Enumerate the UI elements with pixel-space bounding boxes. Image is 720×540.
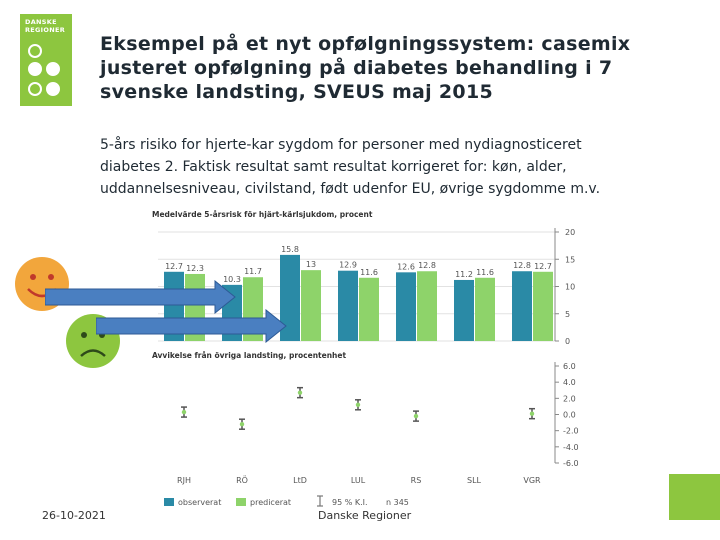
bar-value-label: 12.7 bbox=[534, 262, 552, 271]
deviation-y-tick-label: 0.0 bbox=[563, 411, 576, 420]
footer-date: 26-10-2021 bbox=[42, 509, 106, 522]
bar-value-label: 12.3 bbox=[186, 264, 204, 273]
bar-predicted-SLL bbox=[475, 277, 495, 341]
x-category-label: RS bbox=[411, 476, 422, 485]
bar-y-tick-label: 0 bbox=[565, 337, 570, 346]
slide-title: Eksempel på et nyt opfølgningssystem: ca… bbox=[100, 32, 700, 104]
bar-value-label: 11.2 bbox=[455, 270, 473, 279]
deviation-point-RS bbox=[413, 413, 419, 419]
deviation-point-RÖ bbox=[239, 422, 245, 427]
logo-text-line1: DANSKE bbox=[25, 18, 57, 26]
bar-value-label: 12.8 bbox=[418, 261, 436, 270]
bar-y-tick-label: 10 bbox=[565, 283, 575, 292]
bar-observed-SLL bbox=[454, 279, 474, 341]
deviation-y-tick-label: 2.0 bbox=[563, 394, 576, 403]
deviation-y-tick-label: -2.0 bbox=[563, 427, 579, 436]
bar-observed-RS bbox=[396, 272, 416, 341]
danske-regioner-logo: DANSKE REGIONER bbox=[20, 14, 72, 106]
bar-value-label: 10.3 bbox=[223, 275, 241, 284]
bar-predicted-VGR bbox=[533, 271, 553, 341]
subtitle-line-3: uddannelsesniveau, civilstand, født uden… bbox=[100, 181, 601, 197]
bar-chart-title: Medelvärde 5-årsrisk för hjärt-kärlsjukd… bbox=[152, 210, 373, 219]
footer-org: Danske Regioner bbox=[318, 509, 412, 522]
bar-value-label: 12.6 bbox=[397, 262, 415, 271]
legend-predicted-swatch bbox=[236, 498, 246, 506]
legend-predicted-label: predicerat bbox=[250, 498, 291, 507]
legend-observed-swatch bbox=[164, 498, 174, 506]
bar-observed-LUL bbox=[338, 270, 358, 341]
deviation-chart-title: Avvikelse från övriga landsting, procent… bbox=[152, 351, 346, 360]
slide-subtitle: 5-års risiko for hjerte-kar sygdom for p… bbox=[100, 134, 660, 200]
deviation-y-tick-label: 4.0 bbox=[563, 378, 576, 387]
x-category-label: LtD bbox=[293, 476, 307, 485]
bar-value-label: 11.7 bbox=[244, 267, 262, 276]
x-category-label: VGR bbox=[523, 476, 541, 485]
chart-area: Medelvärde 5-årsrisk för hjärt-kärlsjukd… bbox=[152, 210, 579, 507]
bar-value-label: 13 bbox=[306, 260, 316, 269]
subtitle-line-1: 5-års risiko for hjerte-kar sygdom for p… bbox=[100, 137, 582, 153]
bar-y-tick-label: 20 bbox=[565, 228, 575, 237]
bar-value-label: 15.8 bbox=[281, 245, 299, 254]
bar-value-label: 12.9 bbox=[339, 261, 357, 270]
title-line-2: justeret opfølgning på diabetes behandli… bbox=[100, 57, 613, 79]
bar-observed-VGR bbox=[512, 271, 532, 341]
deviation-point-RJH bbox=[181, 409, 187, 415]
title-line-3: svenske landsting, SVEUS maj 2015 bbox=[100, 81, 493, 103]
bar-predicted-RS bbox=[417, 271, 437, 341]
bar-value-label: 11.6 bbox=[360, 268, 378, 277]
bar-y-tick-label: 5 bbox=[565, 310, 570, 319]
title-line-1: Eksempel på et nyt opfølgningssystem: ca… bbox=[100, 33, 631, 55]
arrow-observed-icon bbox=[45, 280, 236, 314]
x-category-label: RÖ bbox=[236, 475, 248, 485]
legend-ci-label: 95 % K.I. bbox=[332, 498, 368, 507]
x-category-label: RJH bbox=[177, 476, 191, 485]
legend-observed-label: observerat bbox=[178, 498, 221, 507]
legend-n-label: n 345 bbox=[386, 498, 409, 507]
x-category-label: LUL bbox=[351, 476, 366, 485]
subtitle-line-2: diabetes 2. Faktisk resultat samt result… bbox=[100, 159, 567, 175]
bar-value-label: 12.8 bbox=[513, 261, 531, 270]
bar-value-label: 11.6 bbox=[476, 268, 494, 277]
bar-predicted-LtD bbox=[301, 270, 321, 341]
bar-y-tick-label: 15 bbox=[565, 255, 575, 264]
deviation-point-LUL bbox=[355, 402, 361, 407]
deviation-point-VGR bbox=[529, 411, 535, 416]
deviation-point-LtD bbox=[297, 390, 303, 395]
bar-value-label: 12.7 bbox=[165, 262, 183, 271]
deviation-y-tick-label: -4.0 bbox=[563, 443, 579, 452]
deviation-y-tick-label: 6.0 bbox=[563, 362, 576, 371]
logo-circles-icon bbox=[28, 44, 60, 96]
corner-accent bbox=[669, 474, 720, 520]
bar-predicted-LUL bbox=[359, 277, 379, 341]
arrow-predicted-icon bbox=[96, 309, 287, 343]
logo-text-line2: REGIONER bbox=[25, 26, 66, 34]
x-category-label: SLL bbox=[467, 476, 482, 485]
logo-text: DANSKE REGIONER bbox=[25, 18, 65, 34]
bar-observed-LtD bbox=[280, 254, 300, 341]
deviation-y-tick-label: -6.0 bbox=[563, 459, 579, 468]
